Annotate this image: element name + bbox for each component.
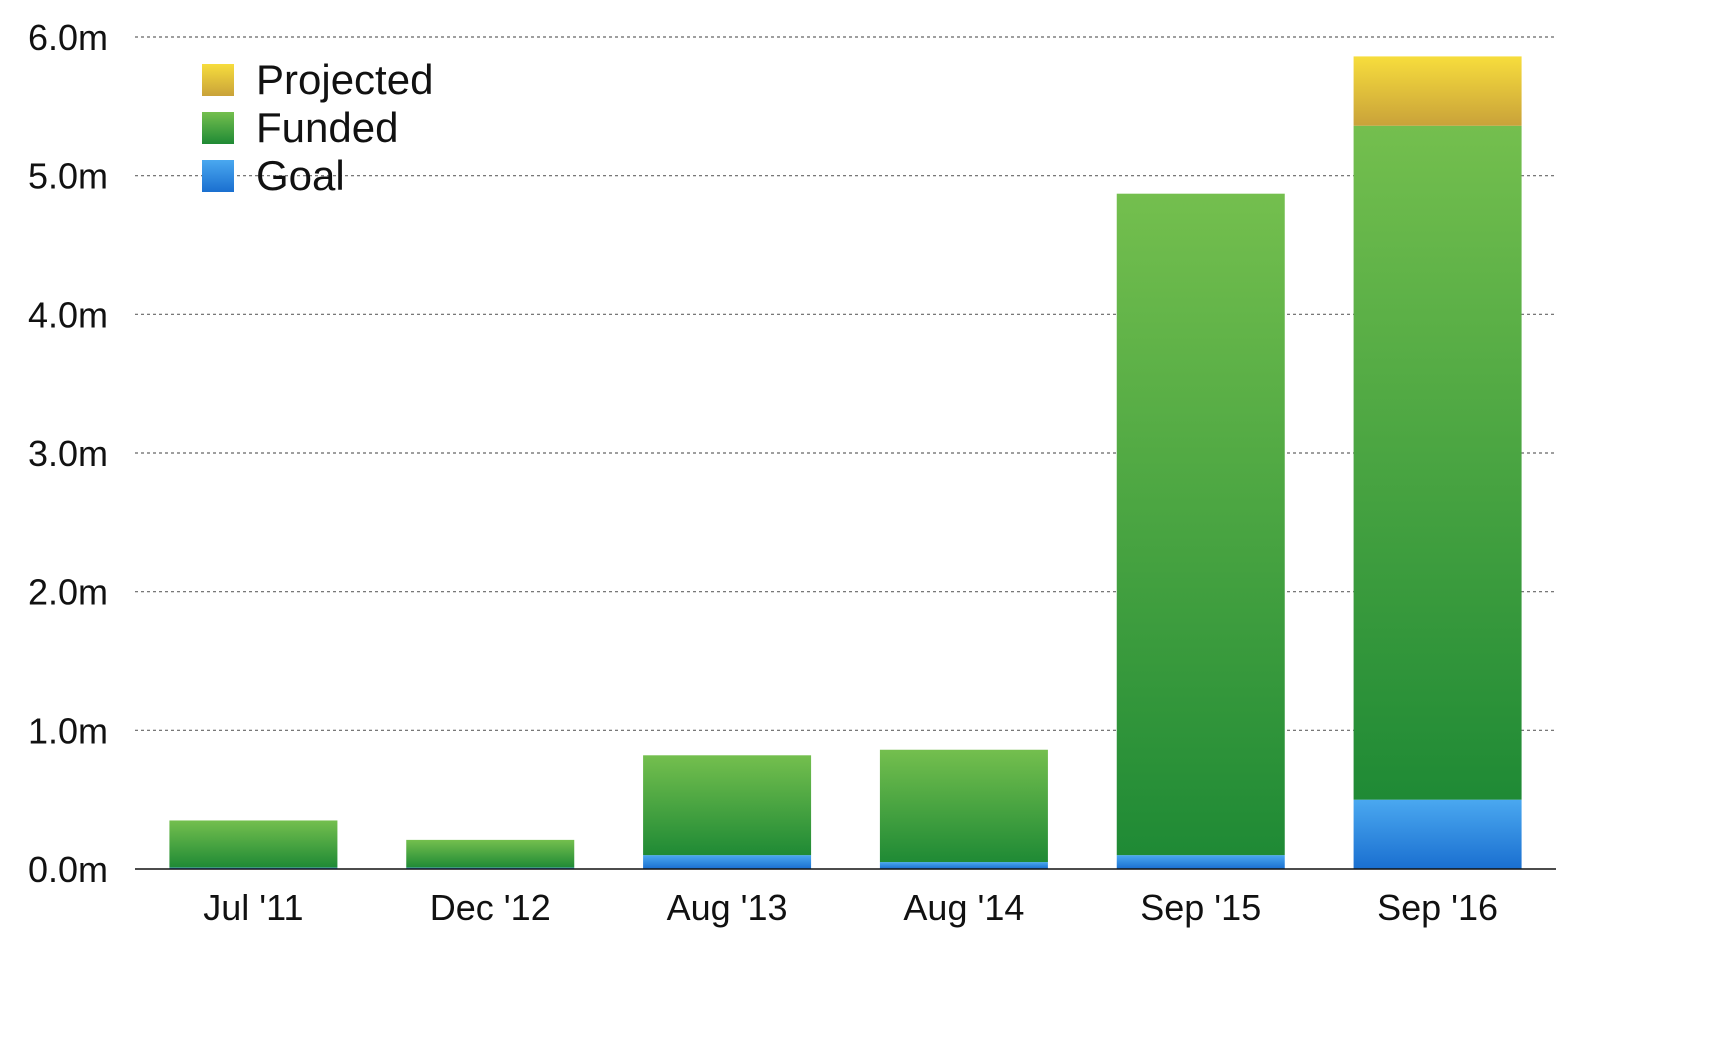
y-tick-label: 2.0m xyxy=(28,572,108,613)
bar-funded-3 xyxy=(879,749,1048,863)
legend-label-funded: Funded xyxy=(256,104,398,151)
grid-lines xyxy=(135,36,1556,731)
legend-label-goal: Goal xyxy=(256,152,345,199)
x-tick-label: Dec '12 xyxy=(430,887,551,928)
x-axis-ticks: Jul '11 Dec '12 Aug '13 Aug '14 Sep '15 Sep '… xyxy=(203,887,1498,928)
bar-goal-2 xyxy=(643,855,812,869)
legend-swatch-goal xyxy=(202,160,234,192)
legend-label-projected: Projected xyxy=(256,56,433,103)
bar-funded-4 xyxy=(1116,193,1285,856)
bar-funded-1 xyxy=(406,839,575,868)
x-tick-label: Aug '14 xyxy=(903,887,1024,928)
y-tick-label: 3.0m xyxy=(28,433,108,474)
x-tick-label: Aug '13 xyxy=(667,887,788,928)
bar-funded-5 xyxy=(1353,125,1522,800)
bar-funded-0 xyxy=(169,820,338,868)
y-tick-label: 5.0m xyxy=(28,156,108,197)
x-tick-label: Sep '15 xyxy=(1140,887,1261,928)
x-tick-label: Jul '11 xyxy=(203,887,303,928)
legend-swatch-projected xyxy=(202,64,234,96)
x-tick-label: Sep '16 xyxy=(1377,887,1498,928)
legend-swatch-funded xyxy=(202,112,234,144)
bar-goal-4 xyxy=(1116,855,1285,869)
y-tick-label: 4.0m xyxy=(28,294,108,335)
y-axis-ticks: 0.0m 1.0m 2.0m 3.0m 4.0m 5.0m 6.0m xyxy=(28,17,108,890)
bar-goal-5 xyxy=(1353,799,1522,869)
y-tick-label: 6.0m xyxy=(28,17,108,58)
bar-projected-5 xyxy=(1353,56,1522,126)
bars xyxy=(169,56,1522,869)
bar-funded-2 xyxy=(643,755,812,856)
bar-goal-3 xyxy=(879,862,1048,869)
y-tick-label: 1.0m xyxy=(28,710,108,751)
y-tick-label: 0.0m xyxy=(28,849,108,890)
